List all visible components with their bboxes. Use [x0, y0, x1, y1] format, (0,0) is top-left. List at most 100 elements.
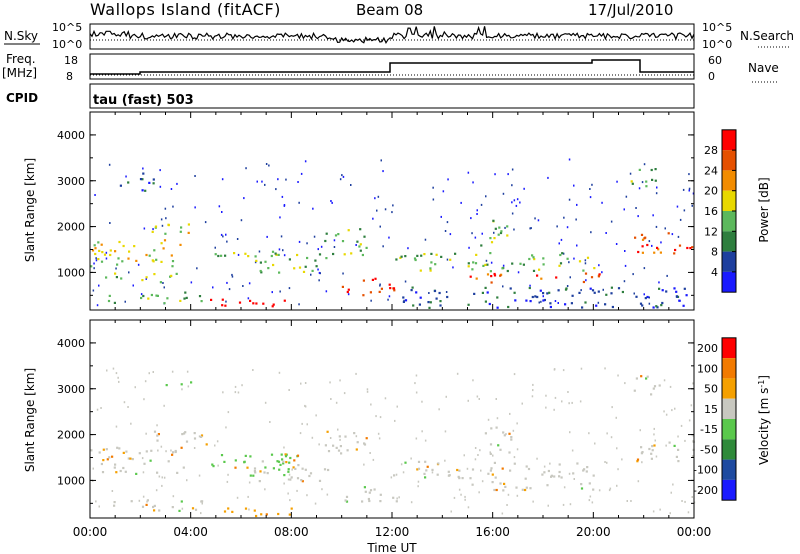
velocity-cell — [458, 469, 461, 472]
velocity-cell — [152, 505, 155, 509]
velocity-cell — [122, 451, 125, 454]
power-cell — [187, 231, 190, 234]
power-cell — [529, 300, 532, 303]
velocity-cell — [653, 385, 657, 388]
velocity-speckle — [335, 401, 338, 404]
power-cell — [142, 172, 145, 175]
velocity-cell — [547, 469, 550, 473]
power-cell — [410, 289, 413, 292]
velocity-cell — [417, 460, 421, 463]
velocity-speckle — [314, 502, 317, 505]
velocity-speckle — [445, 395, 447, 398]
power-speckle — [140, 293, 143, 296]
velocity-speckle — [563, 486, 566, 489]
velocity-speckle — [669, 385, 672, 388]
velocity-speckle — [291, 468, 293, 471]
velocity-cell — [249, 455, 252, 458]
velocity-cell — [290, 507, 293, 510]
power-cell — [179, 299, 182, 302]
power-cell — [107, 299, 111, 303]
velocity-cell — [417, 467, 421, 470]
velocity-speckle — [549, 462, 551, 465]
power-cell — [304, 265, 307, 268]
power-cell — [141, 279, 144, 282]
power-cell — [531, 254, 534, 257]
power-ytick-label: 3000 — [57, 175, 85, 188]
power-cell — [584, 272, 588, 275]
velocity-speckle — [569, 503, 572, 506]
power-cell — [167, 223, 170, 226]
power-cell — [439, 300, 442, 303]
power-cell — [532, 256, 535, 259]
power-cell — [590, 276, 594, 279]
power-speckle — [511, 201, 513, 204]
power-speckle — [589, 188, 591, 190]
power-speckle — [194, 175, 196, 177]
velocity-cell — [106, 458, 109, 461]
velocity-speckle — [161, 476, 163, 479]
power-cell — [105, 276, 108, 279]
power-speckle — [472, 181, 474, 184]
power-speckle — [540, 300, 542, 303]
velocity-speckle — [466, 467, 469, 470]
power-cell — [492, 219, 495, 222]
velocity-cell — [490, 467, 493, 470]
power-cell — [255, 259, 258, 262]
power-cell — [586, 256, 590, 259]
power-colorbar-segment — [722, 271, 736, 293]
power-speckle — [575, 218, 577, 221]
power-speckle — [297, 181, 299, 183]
velocity-cell — [234, 459, 237, 462]
power-cell — [543, 298, 546, 302]
power-cell — [221, 298, 224, 301]
velocity-cell — [546, 484, 549, 487]
power-cell — [412, 304, 415, 307]
power-cell — [595, 304, 598, 307]
velocity-speckle — [326, 493, 329, 496]
power-speckle — [440, 215, 442, 218]
power-speckle — [372, 217, 374, 220]
power-speckle — [432, 186, 434, 189]
velocity-cell — [675, 455, 678, 458]
velocity-cell — [153, 430, 157, 433]
power-cell — [617, 287, 621, 290]
velocity-cell — [277, 512, 280, 516]
power-speckle — [237, 253, 240, 256]
power-speckle — [256, 180, 258, 183]
velocity-cell — [495, 488, 498, 492]
velocity-cell — [346, 449, 349, 452]
velocity-cell — [416, 468, 419, 471]
velocity-cell — [558, 463, 561, 466]
power-speckle — [428, 292, 430, 294]
power-speckle — [616, 180, 618, 183]
power-speckle — [635, 207, 637, 209]
power-cell — [559, 262, 563, 265]
power-cell — [489, 237, 492, 240]
power-speckle — [94, 194, 96, 196]
velocity-cell — [424, 460, 427, 463]
power-speckle — [554, 300, 557, 302]
power-speckle — [542, 295, 544, 298]
power-cell — [214, 253, 217, 256]
velocity-speckle — [248, 508, 250, 511]
velocity-cell — [652, 387, 655, 390]
power-cell — [100, 260, 104, 263]
velocity-cell — [150, 449, 153, 452]
power-speckle — [93, 262, 95, 265]
velocity-speckle — [687, 511, 690, 514]
velocity-speckle — [227, 411, 230, 414]
power-speckle — [623, 208, 625, 211]
power-speckle — [93, 267, 95, 270]
power-cell — [113, 301, 116, 304]
velocity-speckle — [163, 404, 165, 407]
power-cell — [272, 303, 275, 306]
power-ylabel: Slant Range [km] — [23, 158, 37, 262]
velocity-speckle — [677, 435, 679, 438]
power-speckle — [467, 171, 470, 174]
power-cell — [298, 266, 302, 269]
power-cell — [429, 269, 432, 272]
velocity-speckle — [396, 497, 398, 500]
power-cell — [148, 254, 151, 257]
power-cell — [511, 262, 514, 265]
power-speckle — [688, 189, 690, 192]
